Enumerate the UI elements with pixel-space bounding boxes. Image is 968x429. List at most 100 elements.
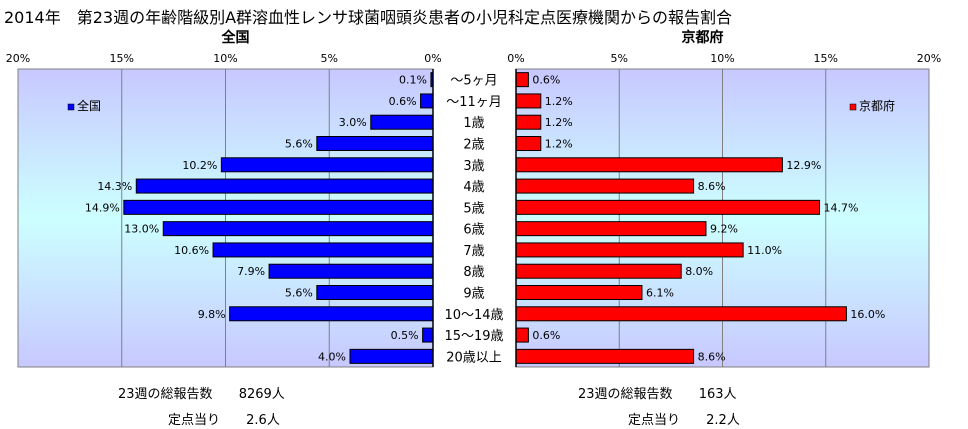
chart-title: 2014年 第23週の年齢階級別A群溶血性レンサ球菌咽頭炎患者の小児科定点医療機…	[4, 8, 733, 27]
right-bar	[515, 263, 682, 279]
left-total-row: 23週の総報告数 8269人	[118, 383, 285, 402]
right-bar	[515, 348, 695, 364]
category-label: ～11ヶ月	[446, 95, 502, 110]
left-per-value: 2.6人	[246, 413, 280, 428]
category-label: 15～19歳	[444, 329, 503, 344]
right-bar	[515, 327, 529, 343]
left-tick-label: 15%	[110, 52, 134, 65]
right-bar	[515, 136, 542, 151]
left-total-label: 23週の総報告数	[118, 387, 213, 402]
left-tick-label: 20%	[6, 52, 30, 65]
left-bar	[162, 221, 434, 237]
pyramid-chart-svg: 0% 5% 10% 15% 20% 全国 0.1% 0.6% 3.0% 5.6% 10.2% 14.3…	[6, 29, 941, 368]
left-bar	[422, 327, 434, 343]
left-bar	[135, 178, 434, 194]
left-bar	[220, 157, 434, 173]
category-label: 5歳	[463, 201, 484, 216]
right-value-label: 8.0%	[685, 265, 713, 278]
category-label: 1歳	[463, 116, 484, 131]
left-value-label: 0.1%	[399, 74, 427, 87]
left-bar	[370, 114, 434, 130]
category-label: 10～14歳	[444, 308, 503, 323]
right-legend-swatch	[849, 103, 857, 111]
right-bar	[515, 114, 542, 130]
category-label: 4歳	[463, 180, 484, 195]
left-tick-label: 5%	[321, 52, 338, 65]
left-value-label: 9.8%	[198, 308, 226, 321]
left-bar	[212, 242, 434, 258]
right-bar	[515, 242, 744, 258]
right-per-value: 2.2人	[706, 413, 740, 428]
right-value-label: 0.6%	[532, 74, 560, 87]
left-bar	[316, 136, 434, 151]
left-bar	[123, 199, 434, 215]
left-value-label: 7.9%	[237, 265, 265, 278]
right-panel-title: 京都府	[682, 29, 724, 46]
right-value-label: 1.2%	[545, 95, 573, 108]
category-label: 7歳	[463, 244, 484, 259]
left-panel: 0% 5% 10% 15% 20% 全国 0.1% 0.6% 3.0% 5.6% 10.2% 14.3…	[6, 29, 442, 368]
right-value-label: 8.6%	[698, 180, 726, 193]
left-tick-label: 0%	[424, 52, 441, 65]
left-value-label: 3.0%	[339, 116, 367, 129]
right-bar	[515, 285, 643, 300]
right-tick-label: 20%	[917, 52, 941, 65]
category-label: 6歳	[463, 223, 484, 238]
right-per-label: 定点当り	[628, 413, 681, 428]
right-value-label: 14.7%	[824, 201, 859, 214]
right-bar	[515, 306, 847, 322]
category-label: 9歳	[463, 287, 484, 302]
right-tick-label: 15%	[814, 52, 838, 65]
right-per-row: 定点当り 2.2人	[628, 409, 740, 428]
left-bar	[349, 348, 434, 364]
right-panel: 0% 5% 10% 15% 20% 京都府 0.6% 1.2% 1.2% 1.2% 12.9% 8.6…	[507, 29, 941, 368]
right-bar	[515, 72, 529, 88]
left-value-label: 14.9%	[85, 201, 120, 214]
right-value-label: 9.2%	[710, 223, 738, 236]
left-panel-title: 全国	[221, 29, 250, 46]
right-total-value: 163人	[698, 387, 737, 402]
category-axis: ～5ヶ月 ～11ヶ月 1歳 2歳 3歳 4歳 5歳 6歳 7歳 8歳 9歳 10～14歳 15～19歳 2…	[444, 74, 503, 366]
right-tick-label: 0%	[507, 52, 524, 65]
left-bar	[316, 285, 434, 300]
right-value-label: 6.1%	[646, 287, 674, 300]
left-value-label: 10.6%	[174, 244, 209, 257]
right-value-label: 8.6%	[698, 350, 726, 363]
left-legend-label: 全国	[77, 98, 101, 113]
left-per-row: 定点当り 2.6人	[168, 409, 280, 428]
category-label: 20歳以上	[446, 350, 502, 365]
left-value-label: 5.6%	[285, 138, 313, 151]
right-value-label: 1.2%	[545, 138, 573, 151]
category-label: ～5ヶ月	[450, 74, 497, 89]
right-bar	[515, 199, 821, 215]
left-value-label: 5.6%	[285, 287, 313, 300]
category-label: 3歳	[463, 159, 484, 174]
left-bar	[268, 263, 434, 279]
right-total-row: 23週の総報告数 163人	[578, 383, 737, 402]
left-bar	[229, 306, 434, 322]
right-value-label: 11.0%	[747, 244, 782, 257]
left-legend-swatch	[67, 103, 75, 111]
left-per-label: 定点当り	[168, 413, 221, 428]
left-total-value: 8269人	[238, 387, 285, 402]
category-label: 2歳	[463, 138, 484, 153]
left-value-label: 0.5%	[391, 329, 419, 342]
left-value-label: 0.6%	[389, 95, 417, 108]
right-bar	[515, 157, 783, 173]
left-value-label: 4.0%	[318, 350, 346, 363]
right-value-label: 0.6%	[532, 329, 560, 342]
right-value-label: 16.0%	[850, 308, 885, 321]
right-tick-label: 5%	[611, 52, 628, 65]
left-value-label: 13.0%	[124, 223, 159, 236]
right-total-label: 23週の総報告数	[578, 387, 673, 402]
left-bar	[420, 93, 434, 109]
left-value-label: 14.3%	[97, 180, 132, 193]
left-value-label: 10.2%	[182, 159, 217, 172]
right-bar	[515, 221, 707, 237]
category-label: 8歳	[463, 265, 484, 280]
right-bar	[515, 93, 542, 109]
left-tick-label: 10%	[213, 52, 237, 65]
right-legend-label: 京都府	[859, 98, 895, 113]
right-value-label: 12.9%	[786, 159, 821, 172]
right-tick-label: 10%	[710, 52, 734, 65]
